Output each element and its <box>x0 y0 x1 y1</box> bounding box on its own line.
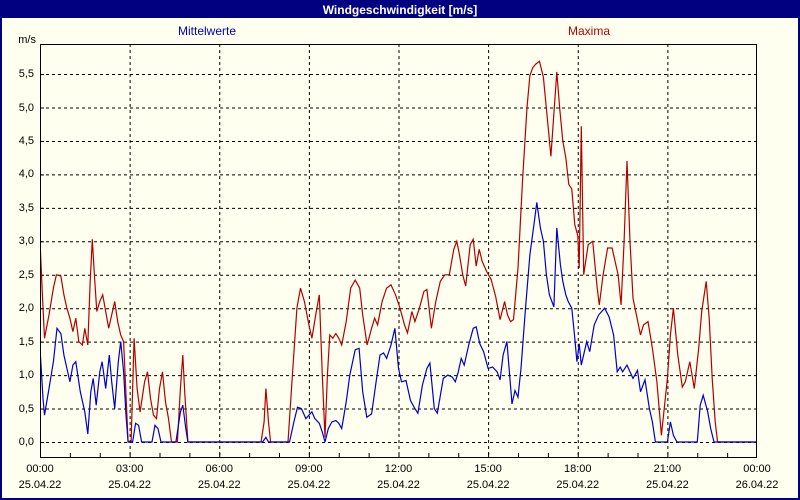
x-tick-time-label: 12:00 <box>384 463 413 475</box>
y-tick-label: 5,0 <box>18 101 34 114</box>
legend-mean-label: Mittelwerte <box>177 24 237 38</box>
x-tick-date-label: 26.04.22 <box>735 479 779 491</box>
y-tick-label: 0,5 <box>18 402 34 415</box>
y-tick-label: 2,0 <box>18 302 34 315</box>
x-tick-time-label: 15:00 <box>474 463 502 475</box>
x-tick-date-label: 25.04.22 <box>466 479 510 491</box>
window-title: Windgeschwindigkeit [m/s] <box>2 2 798 18</box>
plot-area <box>39 44 758 463</box>
y-tick-label: 3,0 <box>18 235 34 248</box>
series-line-maxima <box>39 60 757 443</box>
y-tick-label: 2,5 <box>18 268 34 281</box>
y-tick-label: 0,0 <box>18 436 34 448</box>
x-tick-time-label: 03:00 <box>115 463 144 475</box>
y-tick-label: 1,0 <box>18 369 34 382</box>
x-tick-date-label: 25.04.22 <box>556 479 600 491</box>
x-tick-date-label: 25.04.22 <box>108 479 152 491</box>
x-tick-date-label: 25.04.22 <box>377 479 420 491</box>
y-axis-unit-label: m/s <box>18 34 36 46</box>
y-tick-label: 4,5 <box>18 134 34 147</box>
y-tick-label: 1,5 <box>18 335 34 348</box>
plot-border <box>40 44 757 458</box>
x-tick-date-label: 25.04.22 <box>287 479 331 491</box>
x-tick-time-label: 00:00 <box>743 463 771 475</box>
chart-canvas <box>39 44 758 458</box>
y-tick-label: 3,5 <box>18 201 34 214</box>
x-tick-date-label: 25.04.22 <box>18 479 62 491</box>
x-tick-date-label: 25.04.22 <box>197 479 241 491</box>
x-tick-time-label: 21:00 <box>653 463 682 475</box>
x-tick-time-label: 18:00 <box>563 463 592 475</box>
x-tick-time-label: 00:00 <box>26 463 54 475</box>
x-tick-time-label: 09:00 <box>295 463 323 475</box>
legend-max-label: Maxima <box>567 24 611 38</box>
series-line-mittelwerte <box>39 202 757 443</box>
y-tick-label: 5,5 <box>18 68 34 81</box>
y-tick-label: 4,0 <box>18 168 34 181</box>
x-tick-time-label: 06:00 <box>205 463 234 475</box>
x-tick-date-label: 25.04.22 <box>645 479 689 491</box>
